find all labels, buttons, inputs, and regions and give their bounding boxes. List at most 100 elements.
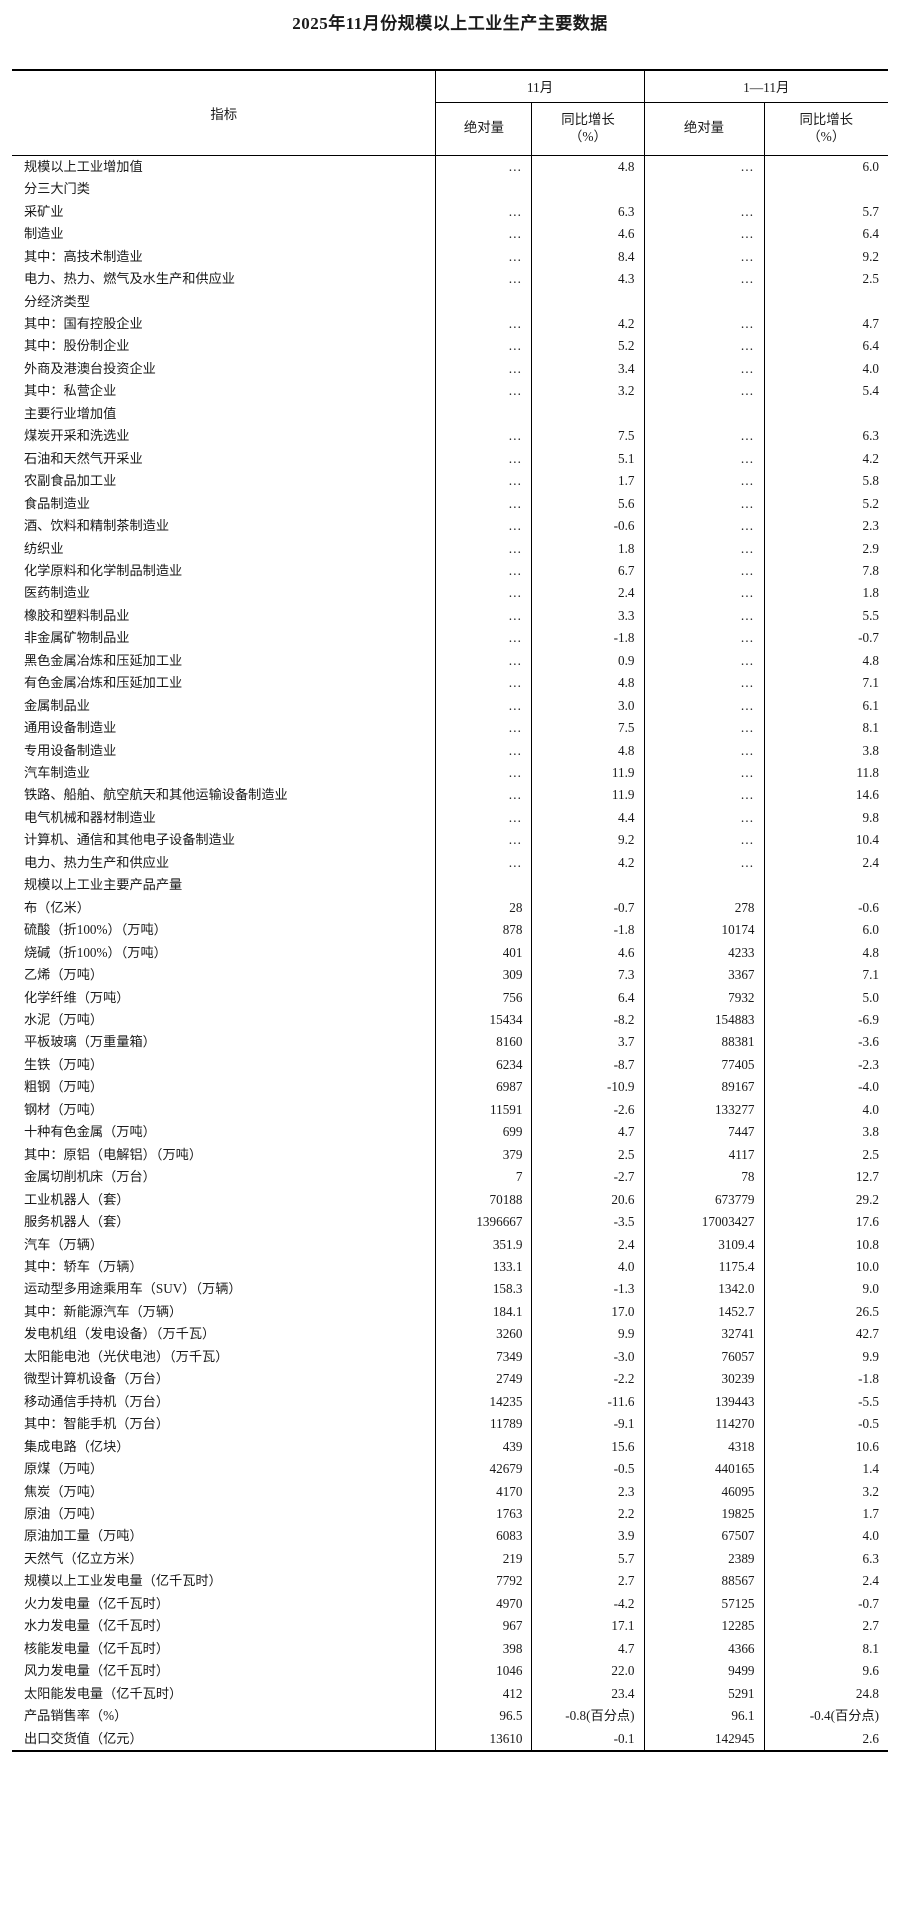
cell-cumulative-yoy: 5.8	[763, 470, 888, 493]
row-label: 其中：私营企业	[23, 383, 117, 399]
cell-month-absolute: 351.9	[435, 1233, 532, 1256]
row-label: 太阳能电池（光伏电池）（万千瓦）	[23, 1348, 229, 1364]
cell-cumulative-absolute: 89167	[643, 1076, 764, 1099]
cell-month-yoy: 3.7	[531, 1031, 644, 1054]
cell-month-absolute: …	[435, 559, 532, 583]
cell-cumulative-absolute: 19825	[643, 1502, 764, 1526]
table-row: 布（亿米） 28 -0.7 278 -0.6	[12, 896, 888, 920]
cell-month-absolute: 70188	[435, 1188, 532, 1212]
table-row: 火力发电量（亿千瓦时） 4970 -4.2 57125 -0.7	[12, 1592, 888, 1616]
cell-cumulative-yoy: 3.2	[763, 1480, 888, 1503]
table-row: 化学纤维（万吨） 756 6.4 7932 5.0	[12, 986, 888, 1010]
cell-cumulative-yoy: 5.0	[763, 986, 888, 1010]
cell-cumulative-absolute: 46095	[643, 1480, 764, 1503]
cell-month-absolute: 7792	[435, 1570, 532, 1593]
cell-cumulative-yoy: 10.0	[763, 1256, 888, 1279]
cell-cumulative-yoy: 4.7	[763, 312, 888, 336]
column-header-month-absolute: 绝对量	[435, 102, 532, 156]
table-row: 采矿业… 6.3… 5.7	[12, 200, 888, 224]
row-label: 乙烯（万吨）	[23, 967, 104, 983]
cell-cumulative-absolute: …	[643, 762, 764, 785]
row-label: 移动通信手持机（万台）	[23, 1393, 170, 1409]
cell-month-absolute: 42679	[435, 1458, 532, 1481]
cell-month-absolute: 309	[435, 964, 532, 987]
cell-cumulative-yoy: 9.8	[763, 806, 888, 830]
table-row: 制造业… 4.6… 6.4	[12, 223, 888, 246]
cell-cumulative-yoy: 1.4	[763, 1458, 888, 1481]
table-row: 规模以上工业增加值… 4.8… 6.0	[12, 155, 888, 179]
table-row: 电气机械和器材制造业… 4.4… 9.8	[12, 806, 888, 830]
table-row: 计算机、通信和其他电子设备制造业… 9.2… 10.4	[12, 829, 888, 852]
cell-month-absolute	[435, 290, 532, 313]
row-label: 制造业	[23, 226, 64, 242]
cell-month-absolute: …	[435, 851, 532, 875]
row-label: 原油（万吨）	[23, 1505, 104, 1521]
table-row: 其中：新能源汽车（万辆） 184.1 17.0 1452.7 26.5	[12, 1300, 888, 1324]
cell-month-absolute: 967	[435, 1615, 532, 1638]
cell-cumulative-absolute: 10174	[643, 919, 764, 942]
cell-month-yoy: 9.9	[531, 1323, 644, 1346]
cell-cumulative-yoy: 3.8	[763, 739, 888, 763]
cell-cumulative-absolute: …	[643, 851, 764, 875]
row-label: 工业机器人（套）	[23, 1191, 130, 1207]
sub-header-line1: 同比增长	[799, 112, 854, 128]
row-label: 汽车（万辆）	[23, 1236, 104, 1252]
header-row-subs: 绝对量 同比增长 （%） 绝对量 同比增长 （%）	[12, 102, 888, 156]
cell-cumulative-yoy: -0.6	[763, 896, 888, 920]
cell-month-absolute: 11789	[435, 1413, 532, 1436]
cell-month-absolute: …	[435, 717, 532, 740]
row-label: 微型计算机设备（万台）	[23, 1371, 170, 1387]
table-row: 铁路、船舶、航空航天和其他运输设备制造业… 11.9… 14.6	[12, 784, 888, 807]
table-row: 有色金属冶炼和压延加工业… 4.8… 7.1	[12, 672, 888, 695]
cell-month-absolute: 6234	[435, 1053, 532, 1077]
table-row: 橡胶和塑料制品业… 3.3… 5.5	[12, 604, 888, 628]
table-row: 水泥（万吨） 15434 -8.2 154883 -6.9	[12, 1009, 888, 1032]
row-label: 金属切削机床（万台）	[23, 1169, 156, 1185]
cell-month-absolute: …	[435, 829, 532, 852]
cell-month-absolute: …	[435, 762, 532, 785]
cell-month-yoy: -11.6	[531, 1390, 644, 1414]
cell-cumulative-absolute: 5291	[643, 1682, 764, 1706]
cell-month-yoy	[531, 290, 644, 313]
cell-month-yoy: 4.8	[531, 739, 644, 763]
cell-month-absolute: 133.1	[435, 1256, 532, 1279]
cell-cumulative-yoy: 9.2	[763, 245, 888, 269]
cell-month-absolute: 878	[435, 919, 532, 942]
row-label: 水力发电量（亿千瓦时）	[23, 1618, 170, 1634]
cell-month-absolute: 3260	[435, 1323, 532, 1346]
table-row: 其中：私营企业… 3.2… 5.4	[12, 380, 888, 403]
row-label: 农副食品加工业	[23, 473, 117, 489]
row-label: 分经济类型	[23, 293, 90, 309]
cell-month-absolute: 11591	[435, 1098, 532, 1122]
cell-cumulative-yoy: 6.0	[763, 155, 888, 179]
cell-cumulative-yoy: 5.4	[763, 380, 888, 403]
cell-cumulative-yoy: 14.6	[763, 784, 888, 807]
cell-cumulative-yoy: 2.5	[763, 268, 888, 291]
cell-month-absolute: 756	[435, 986, 532, 1010]
cell-cumulative-absolute: 440165	[643, 1458, 764, 1481]
cell-cumulative-absolute: 12285	[643, 1615, 764, 1638]
cell-month-absolute: 1396667	[435, 1211, 532, 1234]
row-label: 烧碱（折100%）（万吨）	[23, 944, 167, 960]
cell-month-yoy: 15.6	[531, 1435, 644, 1459]
cell-cumulative-absolute: …	[643, 694, 764, 718]
cell-cumulative-absolute: 32741	[643, 1323, 764, 1346]
cell-month-yoy: -0.1	[531, 1727, 644, 1752]
row-label: 酒、饮料和精制茶制造业	[23, 518, 170, 534]
cell-month-absolute: 7349	[435, 1345, 532, 1369]
table-row: 医药制造业… 2.4… 1.8	[12, 582, 888, 605]
cell-month-yoy: 6.4	[531, 986, 644, 1010]
row-label: 分三大门类	[23, 181, 90, 197]
cell-month-yoy: -3.5	[531, 1211, 644, 1234]
cell-cumulative-yoy: 4.8	[763, 649, 888, 673]
cell-month-yoy: 1.7	[531, 470, 644, 493]
row-label: 其中：轿车（万辆）	[23, 1259, 143, 1274]
row-label: 其中：原铝（电解铝）（万吨）	[23, 1146, 203, 1162]
cell-cumulative-yoy: 8.1	[763, 717, 888, 740]
cell-cumulative-absolute: 1452.7	[643, 1300, 764, 1324]
cell-cumulative-absolute: 1175.4	[643, 1256, 764, 1279]
cell-month-yoy: 5.1	[531, 447, 644, 471]
cell-month-yoy: 22.0	[531, 1660, 644, 1683]
row-label: 食品制造业	[23, 495, 90, 511]
header-row-groups: 指标 11月 1—11月	[11, 68, 888, 156]
